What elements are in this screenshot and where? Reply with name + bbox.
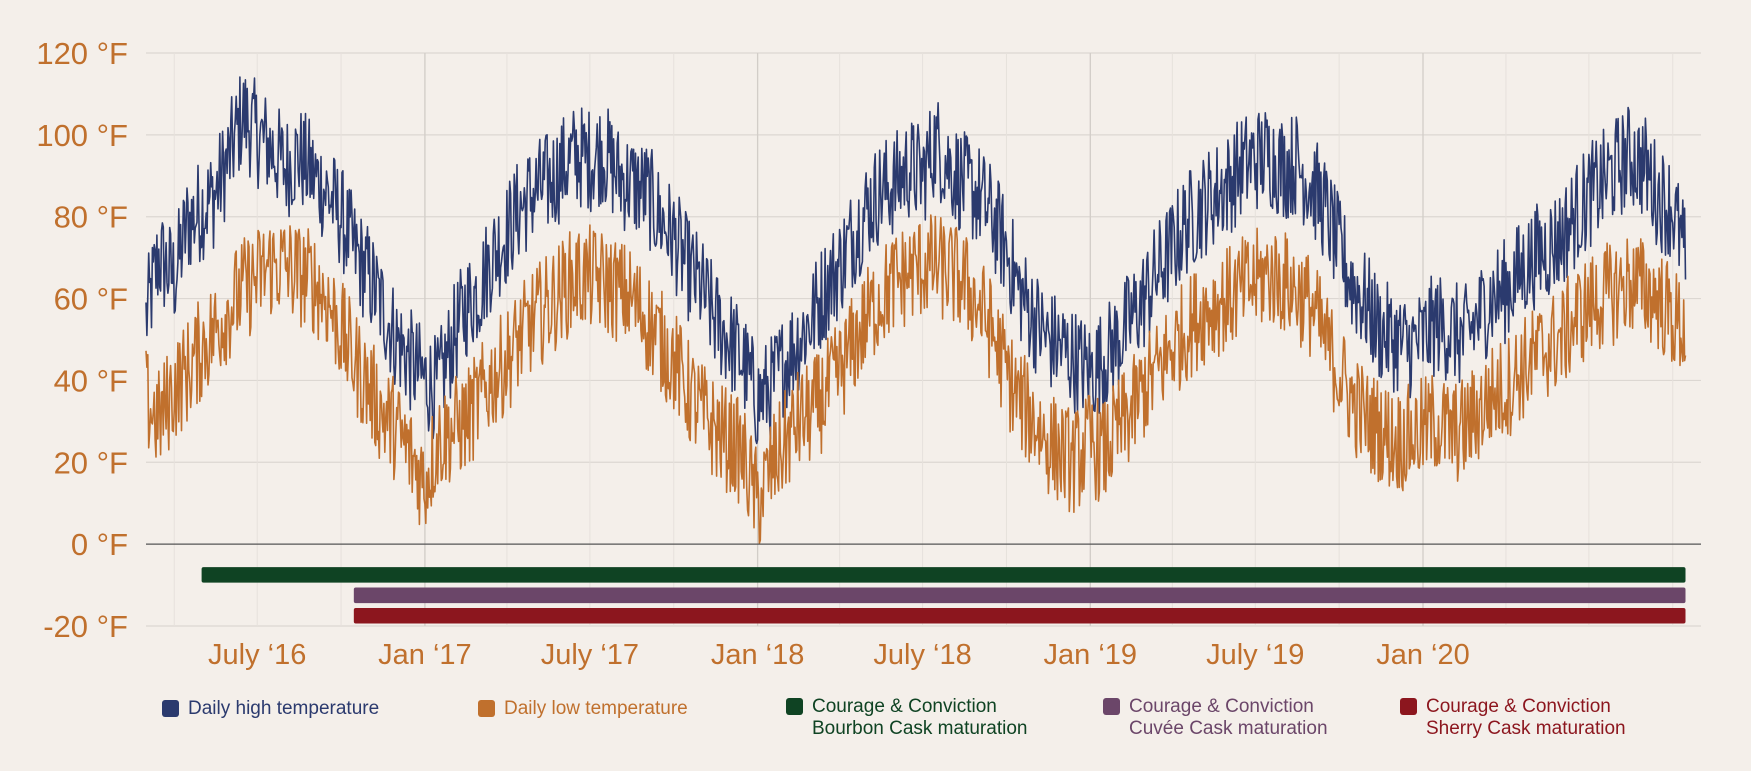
legend-label-low: Daily low temperature bbox=[504, 698, 688, 719]
y-tick-label: 60 °F bbox=[54, 282, 128, 317]
legend-item-bourbon: Courage & Conviction Bourbon Cask matura… bbox=[786, 696, 1027, 740]
maturation-bar-bourbon bbox=[201, 567, 1686, 583]
legend-label-sherry-2: Sherry Cask maturation bbox=[1426, 718, 1626, 739]
maturation-bar-sherry bbox=[353, 607, 1686, 624]
x-tick-label: Jan ‘17 bbox=[378, 639, 472, 671]
legend-label-cuvee-1: Courage & Conviction bbox=[1129, 696, 1314, 717]
y-tick-label: 100 °F bbox=[36, 118, 128, 153]
x-axis-ticks: July ‘16 Jan ‘17 July ‘17 Jan ‘18 July ‘18 Ja… bbox=[208, 639, 1470, 671]
legend-swatch-low bbox=[478, 700, 495, 717]
series-lines bbox=[145, 76, 1687, 544]
legend: Daily high temperature Daily low tempera… bbox=[0, 696, 1751, 758]
x-tick-label: July ‘16 bbox=[208, 639, 306, 671]
y-tick-label: 80 °F bbox=[54, 200, 128, 235]
legend-swatch-sherry bbox=[1400, 698, 1417, 715]
legend-item-sherry: Courage & Conviction Sherry Cask maturat… bbox=[1400, 696, 1626, 740]
x-tick-label: Jan ‘19 bbox=[1044, 639, 1138, 671]
series-line-high bbox=[145, 76, 1687, 445]
grid-lines bbox=[146, 52, 1701, 627]
temperature-chart: 120 °F 100 °F 80 °F 60 °F 40 °F 20 °F 0 °F -20 … bbox=[36, 36, 1701, 671]
x-tick-label: Jan ‘18 bbox=[711, 639, 805, 671]
legend-swatch-cuvee bbox=[1103, 698, 1120, 715]
legend-label-high: Daily high temperature bbox=[188, 698, 380, 719]
legend-label-bourbon-1: Courage & Conviction bbox=[812, 696, 997, 717]
x-tick-label: July ‘19 bbox=[1206, 639, 1304, 671]
y-axis-ticks: 120 °F 100 °F 80 °F 60 °F 40 °F 20 °F 0 °F -20 … bbox=[36, 36, 128, 644]
series-line-low bbox=[145, 214, 1687, 544]
y-tick-label: -20 °F bbox=[43, 609, 128, 644]
legend-swatch-bourbon bbox=[786, 698, 803, 715]
legend-item-cuvee: Courage & Conviction Cuvée Cask maturati… bbox=[1103, 696, 1328, 740]
y-tick-label: 20 °F bbox=[54, 445, 128, 480]
legend-label-cuvee-2: Cuvée Cask maturation bbox=[1129, 718, 1328, 739]
maturation-bars bbox=[201, 567, 1686, 624]
x-tick-label: July ‘18 bbox=[873, 639, 971, 671]
legend-item-high: Daily high temperature bbox=[162, 698, 379, 720]
y-tick-label: 0 °F bbox=[71, 527, 128, 562]
maturation-bar-cuvee bbox=[353, 587, 1686, 604]
legend-label-sherry-1: Courage & Conviction bbox=[1426, 696, 1611, 717]
x-tick-label: Jan ‘20 bbox=[1376, 639, 1470, 671]
y-tick-label: 40 °F bbox=[54, 363, 128, 398]
legend-item-low: Daily low temperature bbox=[478, 698, 688, 720]
y-tick-label: 120 °F bbox=[36, 36, 128, 71]
legend-swatch-high bbox=[162, 700, 179, 717]
legend-label-bourbon-2: Bourbon Cask maturation bbox=[812, 718, 1028, 739]
x-tick-label: July ‘17 bbox=[541, 639, 639, 671]
